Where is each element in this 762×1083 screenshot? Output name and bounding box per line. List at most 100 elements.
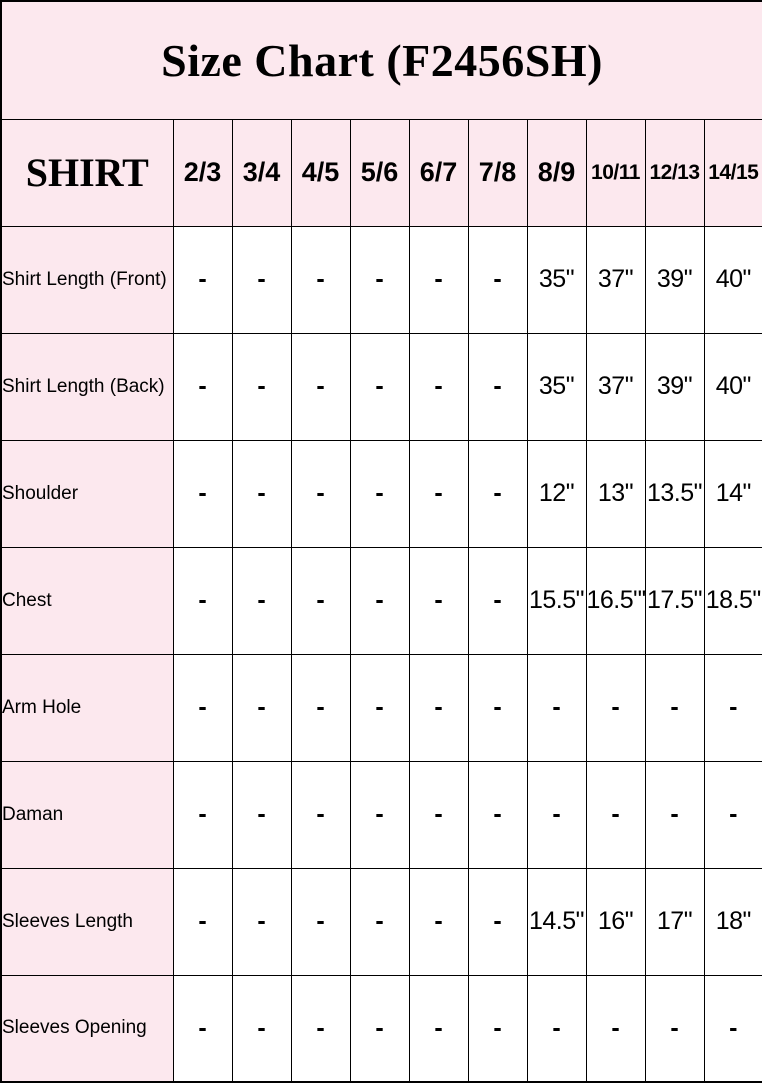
row-label: Arm Hole bbox=[0, 653, 174, 762]
size-value-cell: - bbox=[467, 653, 528, 762]
size-value-cell: 13" bbox=[585, 439, 646, 548]
size-value-cell: - bbox=[290, 867, 351, 976]
table-row: Sleeves Length - - - - - -14.5" 16" 17" 18" bbox=[0, 867, 762, 976]
size-value-cell: 16" bbox=[585, 867, 646, 976]
size-value-cell: 17.5" bbox=[644, 546, 705, 655]
size-value-cell: - bbox=[467, 760, 528, 869]
size-value-cell: - bbox=[526, 974, 587, 1083]
size-value-cell: - bbox=[172, 546, 233, 655]
size-value-cell: 39" bbox=[644, 332, 705, 441]
column-header-size: 4/5 bbox=[290, 118, 351, 227]
size-value-cell: 18" bbox=[703, 867, 762, 976]
size-value-cell: - bbox=[467, 439, 528, 548]
header-row: SHIRT 2/3 3/4 4/5 5/6 6/7 7/8 8/9 10/11 12/13 14/… bbox=[0, 118, 762, 227]
size-value-cell: - bbox=[231, 760, 292, 869]
size-value-cell: - bbox=[408, 546, 469, 655]
size-value-cell: 15.5" bbox=[526, 546, 587, 655]
size-value-cell: 40" bbox=[703, 225, 762, 334]
table-row: Shirt Length (Front) - - - - - -35" 37" 39" 40" bbox=[0, 225, 762, 334]
size-value-cell: 37" bbox=[585, 332, 646, 441]
table-row: Sleeves Opening - - - - - - - - - - bbox=[0, 974, 762, 1083]
title-row: Size Chart (F2456SH) bbox=[0, 0, 762, 120]
size-value-cell: 17" bbox=[644, 867, 705, 976]
row-label: Shoulder bbox=[0, 439, 174, 548]
size-value-cell: - bbox=[290, 439, 351, 548]
page-title: Size Chart (F2456SH) bbox=[0, 0, 762, 120]
column-header-size: 12/13 bbox=[644, 118, 705, 227]
row-label: Sleeves Length bbox=[0, 867, 174, 976]
size-value-cell: - bbox=[408, 760, 469, 869]
size-value-cell: - bbox=[172, 225, 233, 334]
size-value-cell: - bbox=[231, 332, 292, 441]
row-label: Shirt Length (Back) bbox=[0, 332, 174, 441]
size-value-cell: - bbox=[231, 974, 292, 1083]
size-value-cell: - bbox=[290, 653, 351, 762]
table-row: Arm Hole - - - - - - - - - - bbox=[0, 653, 762, 762]
size-value-cell: - bbox=[290, 332, 351, 441]
row-label: Daman bbox=[0, 760, 174, 869]
size-value-cell: - bbox=[290, 760, 351, 869]
size-value-cell: - bbox=[408, 867, 469, 976]
size-value-cell: - bbox=[644, 760, 705, 869]
size-value-cell: - bbox=[231, 867, 292, 976]
size-value-cell: - bbox=[703, 974, 762, 1083]
size-value-cell: - bbox=[172, 653, 233, 762]
column-header-size: 6/7 bbox=[408, 118, 469, 227]
table-row: Daman - - - - - - - - - - bbox=[0, 760, 762, 869]
column-header-size: 10/11 bbox=[585, 118, 646, 227]
size-value-cell: 12" bbox=[526, 439, 587, 548]
size-value-cell: - bbox=[172, 760, 233, 869]
size-value-cell: - bbox=[467, 546, 528, 655]
size-value-cell: - bbox=[172, 867, 233, 976]
size-value-cell: - bbox=[467, 332, 528, 441]
row-label: Sleeves Opening bbox=[0, 974, 174, 1083]
size-value-cell: - bbox=[172, 439, 233, 548]
column-header-size: 7/8 bbox=[467, 118, 528, 227]
size-value-cell: - bbox=[585, 974, 646, 1083]
size-value-cell: - bbox=[349, 974, 410, 1083]
size-value-cell: - bbox=[231, 546, 292, 655]
size-value-cell: - bbox=[467, 225, 528, 334]
size-value-cell: - bbox=[231, 225, 292, 334]
column-header-size: 5/6 bbox=[349, 118, 410, 227]
size-value-cell: - bbox=[290, 974, 351, 1083]
size-value-cell: - bbox=[408, 653, 469, 762]
size-value-cell: - bbox=[467, 974, 528, 1083]
size-value-cell: - bbox=[408, 332, 469, 441]
table-row: Chest - - - - - -15.5" 16.5"' 17.5" 18.5" bbox=[0, 546, 762, 655]
size-value-cell: - bbox=[644, 653, 705, 762]
size-value-cell: - bbox=[408, 225, 469, 334]
size-value-cell: - bbox=[467, 867, 528, 976]
size-value-cell: 16.5"' bbox=[585, 546, 646, 655]
column-header-size: 8/9 bbox=[526, 118, 587, 227]
size-value-cell: - bbox=[349, 546, 410, 655]
size-value-cell: - bbox=[703, 653, 762, 762]
size-value-cell: - bbox=[231, 439, 292, 548]
size-value-cell: - bbox=[703, 760, 762, 869]
size-value-cell: 37" bbox=[585, 225, 646, 334]
column-header-size: 3/4 bbox=[231, 118, 292, 227]
table-row: Shirt Length (Back) - - - - - -35" 37" 39" 40" bbox=[0, 332, 762, 441]
size-value-cell: - bbox=[349, 439, 410, 548]
size-value-cell: - bbox=[290, 225, 351, 334]
size-value-cell: - bbox=[526, 653, 587, 762]
size-value-cell: - bbox=[349, 225, 410, 334]
size-value-cell: - bbox=[172, 332, 233, 441]
size-value-cell: 39" bbox=[644, 225, 705, 334]
size-value-cell: - bbox=[349, 760, 410, 869]
size-value-cell: - bbox=[408, 439, 469, 548]
size-value-cell: - bbox=[526, 760, 587, 869]
size-value-cell: - bbox=[349, 653, 410, 762]
size-value-cell: - bbox=[231, 653, 292, 762]
size-value-cell: - bbox=[644, 974, 705, 1083]
row-label: Chest bbox=[0, 546, 174, 655]
row-label: Shirt Length (Front) bbox=[0, 225, 174, 334]
column-header-size: 14/15 bbox=[703, 118, 762, 227]
column-header-size: 2/3 bbox=[172, 118, 233, 227]
table-row: Shoulder - - - - - -12" 13" 13.5" 14" bbox=[0, 439, 762, 548]
size-value-cell: - bbox=[349, 867, 410, 976]
size-value-cell: - bbox=[585, 653, 646, 762]
